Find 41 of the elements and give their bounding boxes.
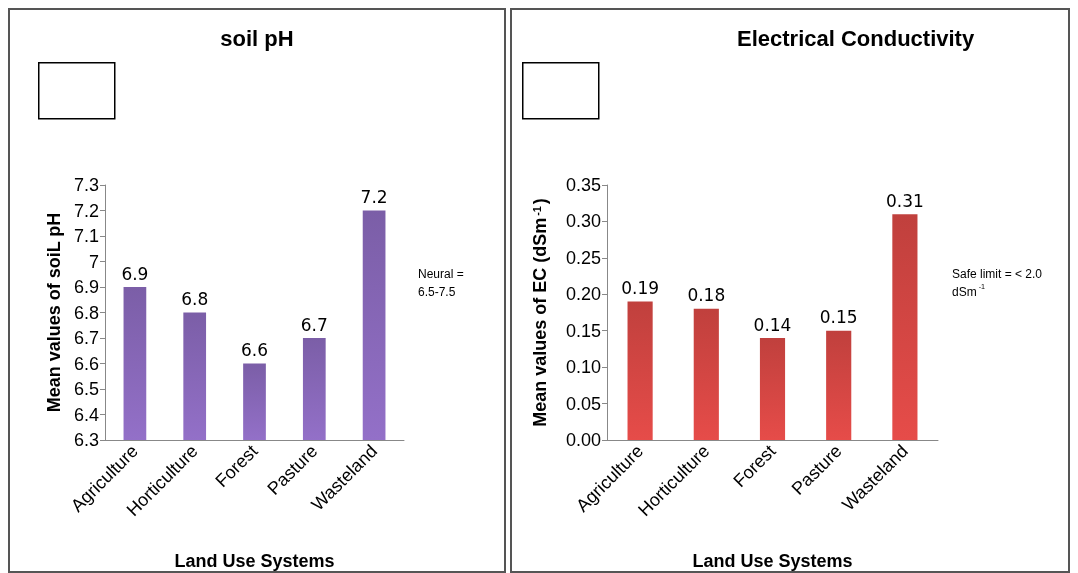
y-tick-label: 6.8 <box>73 302 99 323</box>
y-tick-label: 0.15 <box>565 320 601 341</box>
bar <box>759 338 786 440</box>
data-label: 7.2 <box>360 187 388 207</box>
x-axis-title: Land Use Systems <box>692 551 853 571</box>
y-tick-label: 6.6 <box>73 353 99 374</box>
data-label: 6.9 <box>121 263 149 284</box>
y-tick-label: 0.05 <box>565 393 601 414</box>
bar <box>627 301 653 440</box>
data-label: 6.7 <box>300 314 328 335</box>
data-label: 0.15 <box>819 307 858 328</box>
chart-title: soil pH <box>220 25 294 51</box>
y-tick-label: 6.5 <box>73 379 99 399</box>
chart-title: Electrical Conductivity <box>737 25 975 51</box>
x-axis-title: Land Use Systems <box>174 551 335 571</box>
text: Neural = 6.5-7.5 <box>418 267 468 299</box>
y-tick-label: 6.7 <box>73 328 99 348</box>
data-label: 6.6 <box>240 340 269 360</box>
y-tick-label: 6.4 <box>73 404 99 425</box>
data-label: 0.18 <box>687 285 726 306</box>
y-tick-label: 0.25 <box>565 247 601 268</box>
y-tick-label: 0.20 <box>565 284 601 305</box>
bar <box>826 330 852 440</box>
y-tick-label: 6.3 <box>73 430 99 450</box>
y-tick-label: 0.35 <box>565 175 601 195</box>
y-axis-title: Mean values of soiL pH <box>44 212 64 413</box>
y-tick-label: 6.9 <box>73 277 99 297</box>
data-label: 0.14 <box>753 314 792 335</box>
y-tick-label: 7.1 <box>73 226 99 246</box>
data-label: 0.19 <box>621 278 660 299</box>
bar <box>892 214 918 440</box>
y-tick-label: 0.10 <box>565 357 601 378</box>
y-axis-title: Mean values of EC (dSm-1) <box>530 198 550 427</box>
y-tick-label: 7.3 <box>73 175 99 195</box>
data-label: 6.8 <box>181 289 209 309</box>
y-tick-label: 7.2 <box>73 200 99 221</box>
y-tick-label: 0.30 <box>565 211 601 232</box>
y-tick-label: 0.00 <box>565 430 601 450</box>
data-label: 0.31 <box>885 190 924 211</box>
y-tick-label: 7 <box>88 251 99 272</box>
bar <box>693 308 719 440</box>
